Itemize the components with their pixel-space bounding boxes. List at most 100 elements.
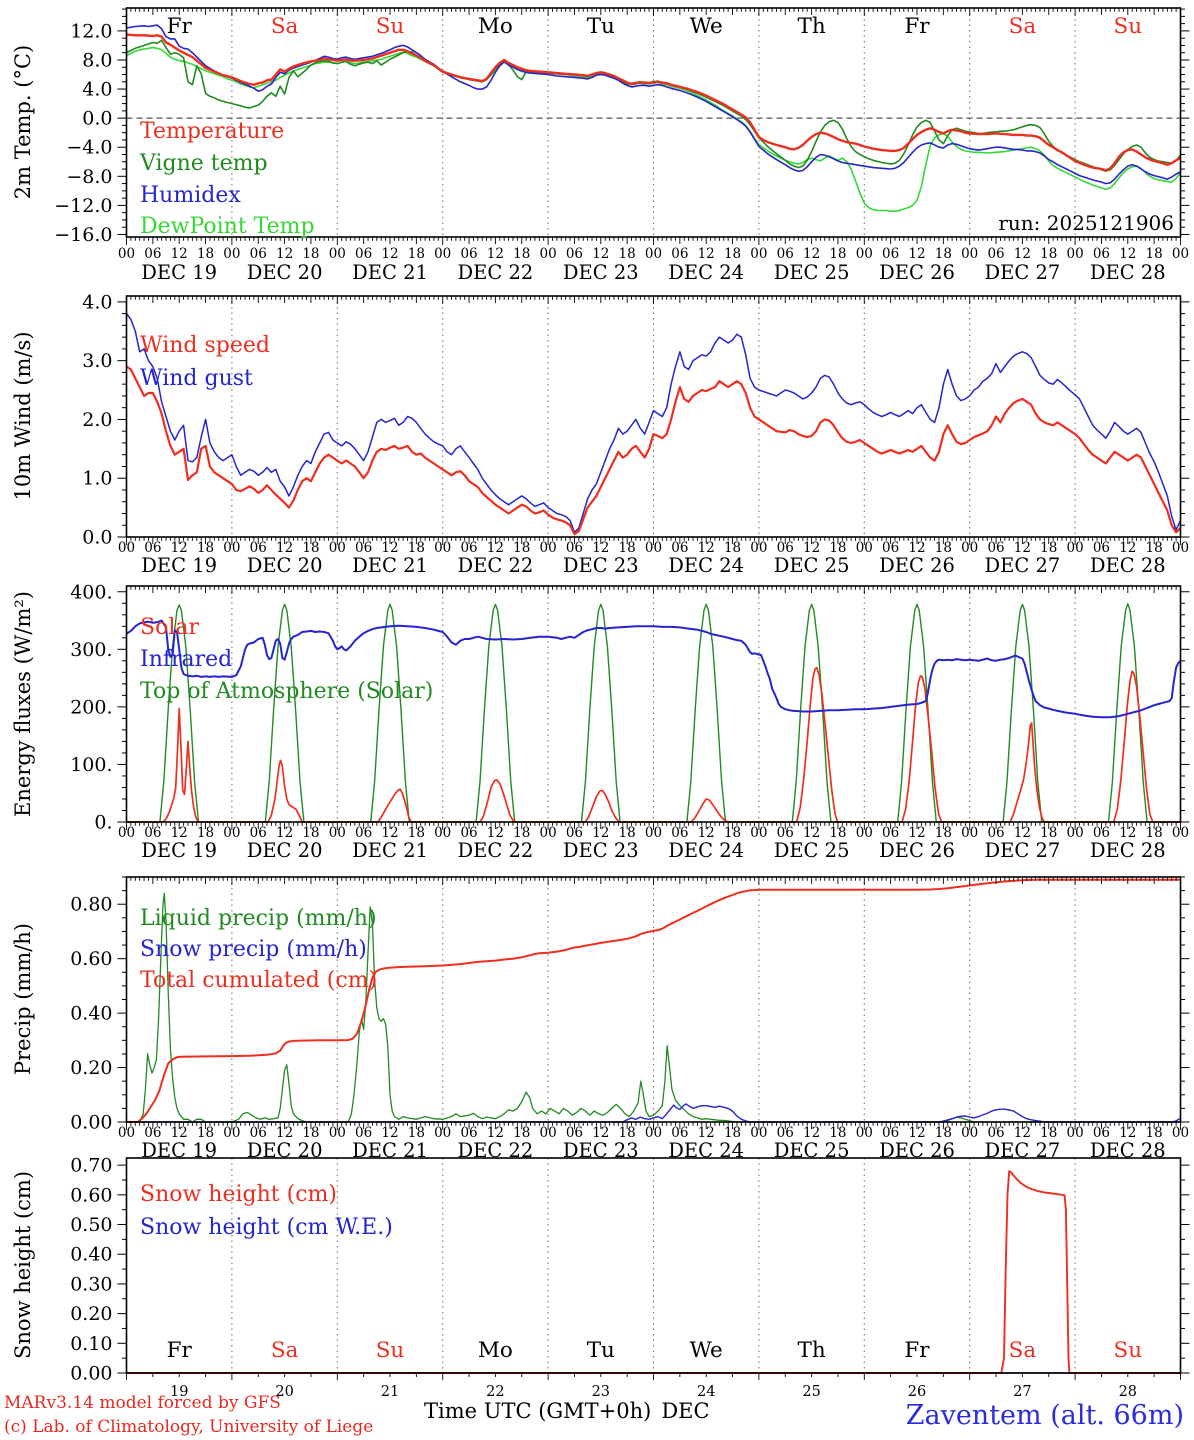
hour-label: 18 <box>619 540 636 556</box>
date-label: DEC 28 <box>1090 1139 1166 1162</box>
hour-label: 12 <box>276 540 293 556</box>
legend-entry: DewPoint Temp <box>140 214 315 239</box>
y-tick-label: 0.20 <box>70 1303 112 1325</box>
y-tick-label: −4.0 <box>66 137 112 159</box>
y-tick-label: 0.0 <box>82 527 112 549</box>
hour-label: 18 <box>724 540 741 556</box>
hour-label: 00 <box>645 246 662 262</box>
day-name-label: Th <box>798 14 826 39</box>
hour-label: 00 <box>434 246 451 262</box>
series-wind-speed <box>125 365 1182 536</box>
hour-label: 00 <box>1172 540 1189 556</box>
hour-label: 06 <box>566 1125 583 1141</box>
hour-label: 00 <box>856 1125 873 1141</box>
hour-label: 06 <box>144 1125 161 1141</box>
hour-label: 06 <box>250 246 267 262</box>
hour-label: 06 <box>566 246 583 262</box>
y-tick-label: −8.0 <box>66 166 112 188</box>
hour-label: 06 <box>987 1125 1004 1141</box>
hour-label: 12 <box>381 1125 398 1141</box>
day-name-label: Fr <box>904 14 930 39</box>
hour-label: 00 <box>329 540 346 556</box>
hour-label: 06 <box>671 246 688 262</box>
hour-label: 00 <box>961 540 978 556</box>
hour-label: 12 <box>1014 540 1031 556</box>
y-tick-label: 400. <box>70 581 112 603</box>
y-tick-label: 8.0 <box>82 49 112 71</box>
series-snow-precip <box>126 1103 1181 1123</box>
date-label: DEC 28 <box>1090 839 1166 862</box>
day-name-label: Su <box>1114 1338 1143 1363</box>
hour-label: 06 <box>882 1125 899 1141</box>
day-name-label: We <box>690 1338 723 1363</box>
y-tick-label: 0.00 <box>70 1363 112 1385</box>
date-label: DEC 23 <box>563 554 639 577</box>
x-axis-title: Time UTC (GMT+0h) DEC <box>424 1399 710 1423</box>
y-title-temperature: 2m Temp. (°C) <box>11 45 35 199</box>
hour-label: 00 <box>540 540 557 556</box>
date-label: DEC 19 <box>141 554 217 577</box>
hour-label: 00 <box>750 246 767 262</box>
hour-label: 18 <box>197 1125 214 1141</box>
date-label: DEC 26 <box>879 839 955 862</box>
date-label: DEC 26 <box>879 1139 955 1162</box>
y-tick-label: 3.0 <box>82 350 112 372</box>
y-tick-label: 0. <box>94 812 112 834</box>
hour-label: 06 <box>460 1125 477 1141</box>
y-title-precip: Precip (mm/h) <box>11 923 35 1075</box>
day-name-label: We <box>690 14 723 39</box>
date-label: DEC 20 <box>247 554 323 577</box>
hour-label: 12 <box>1119 540 1136 556</box>
hour-label: 06 <box>355 825 372 841</box>
date-label: DEC 21 <box>352 261 428 284</box>
date-label: DEC 20 <box>247 1139 323 1162</box>
legend-entry: Wind speed <box>140 333 270 358</box>
y-tick-label: 12.0 <box>70 20 112 42</box>
hour-label: 12 <box>171 825 188 841</box>
hour-label: 06 <box>987 825 1004 841</box>
date-label: DEC 25 <box>774 839 850 862</box>
hour-label: 06 <box>777 825 794 841</box>
date-label: DEC 25 <box>774 261 850 284</box>
date-label: DEC 24 <box>668 1139 744 1162</box>
hour-label: 12 <box>592 540 609 556</box>
hour-label: 00 <box>223 246 240 262</box>
hour-label: 00 <box>540 825 557 841</box>
hour-label: 00 <box>329 246 346 262</box>
y-tick-label: 100. <box>70 754 112 776</box>
hour-label: 12 <box>487 246 504 262</box>
hour-label: 18 <box>513 246 530 262</box>
hour-label: 06 <box>250 825 267 841</box>
day-name-label: Tu <box>587 14 615 39</box>
hour-label: 12 <box>1014 246 1031 262</box>
hour-label: 18 <box>724 246 741 262</box>
date-label: DEC 25 <box>774 554 850 577</box>
y-tick-label: 0.40 <box>70 1244 112 1266</box>
hour-label: 06 <box>250 540 267 556</box>
hour-label: 12 <box>171 540 188 556</box>
date-label: DEC 22 <box>457 554 533 577</box>
hour-label: 00 <box>1172 1125 1189 1141</box>
hour-label: 18 <box>197 246 214 262</box>
date-label: DEC 28 <box>1090 261 1166 284</box>
hour-label: 06 <box>460 540 477 556</box>
hour-label: 18 <box>829 540 846 556</box>
y-tick-label: 2.0 <box>82 409 112 431</box>
hour-label: 06 <box>460 825 477 841</box>
hour-label: 12 <box>487 825 504 841</box>
legend-entry: Snow height (cm) <box>140 1182 337 1207</box>
hour-label: 18 <box>408 1125 425 1141</box>
legend-entry: Temperature <box>140 119 284 144</box>
y-tick-label: 0.0 <box>82 108 112 130</box>
series-snow-height <box>126 1170 1181 1374</box>
hour-label: 00 <box>856 825 873 841</box>
hour-label: 06 <box>671 1125 688 1141</box>
hour-label: 18 <box>829 246 846 262</box>
day-name-label: Sa <box>1009 1338 1037 1363</box>
date-label: DEC 22 <box>457 261 533 284</box>
hour-label: 12 <box>1119 246 1136 262</box>
y-tick-label: 0.80 <box>70 894 112 916</box>
day-number-label: 23 <box>592 1384 610 1400</box>
hour-label: 06 <box>1093 246 1110 262</box>
legend-entry: Top of Atmosphere (Solar) <box>140 679 433 704</box>
